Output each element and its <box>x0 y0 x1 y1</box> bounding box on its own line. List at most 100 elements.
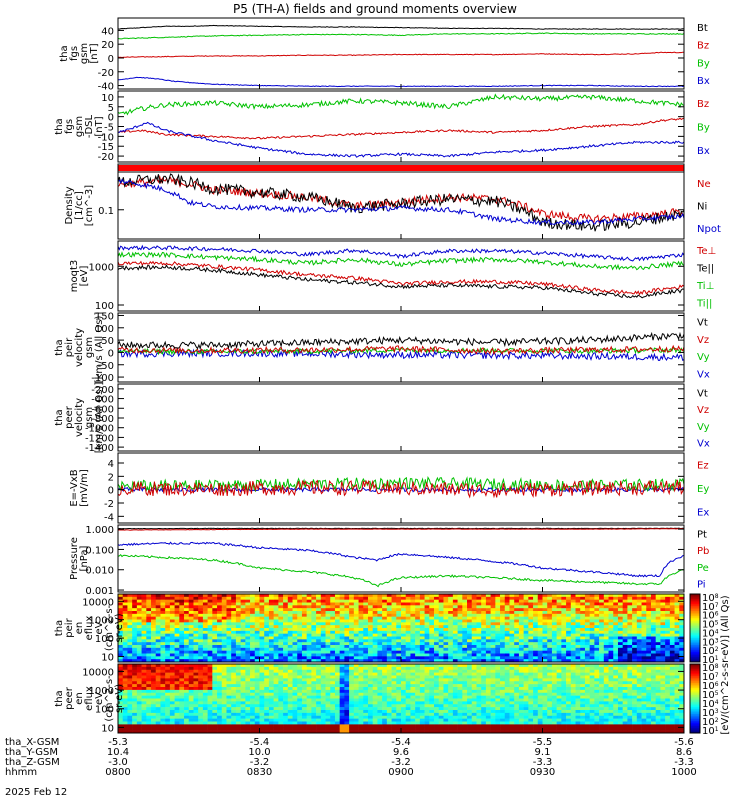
heatmap-cell <box>231 628 237 632</box>
heatmap-cell <box>273 596 279 600</box>
heatmap-cell <box>198 619 204 623</box>
heatmap-cell <box>401 616 407 620</box>
heatmap-cell <box>476 687 482 691</box>
heatmap-cell <box>561 619 567 623</box>
heatmap-cell <box>533 628 539 632</box>
heatmap-cell <box>132 633 138 637</box>
heatmap-cell <box>151 666 157 671</box>
heatmap-cell <box>419 596 425 600</box>
heatmap-cell <box>165 639 171 643</box>
heatmap-cell <box>231 715 237 719</box>
heatmap-cell <box>424 645 430 649</box>
heatmap-cell <box>443 611 449 615</box>
heatmap-cell <box>226 701 232 705</box>
heatmap-cell <box>193 619 199 623</box>
heatmap-cell <box>523 630 529 634</box>
heatmap-cell <box>174 633 180 637</box>
heatmap-cell <box>118 692 124 696</box>
heatmap-cell <box>632 633 638 637</box>
heatmap-cell <box>297 675 303 679</box>
heatmap-cell <box>353 704 359 708</box>
heatmap-cell <box>179 619 185 623</box>
ytick-label: -800 <box>91 414 114 425</box>
heatmap-cell <box>122 647 128 651</box>
heatmap-cell <box>448 611 454 615</box>
heatmap-cell <box>273 636 279 640</box>
heatmap-cell <box>429 678 435 682</box>
heatmap-cell <box>665 594 671 598</box>
heatmap-cell <box>259 727 265 731</box>
heatmap-cell <box>292 695 298 699</box>
heatmap-cell <box>136 675 142 679</box>
heatmap-cell <box>528 616 534 620</box>
heatmap-cell <box>320 698 326 702</box>
heatmap-cell <box>198 645 204 649</box>
heatmap-cell <box>235 698 241 702</box>
heatmap-cell <box>217 616 223 620</box>
heatmap-cell <box>330 608 336 612</box>
heatmap-cell <box>254 666 260 671</box>
heatmap-cell <box>122 718 128 722</box>
ytick-label: 1.000 <box>85 525 114 536</box>
heatmap-cell <box>273 645 279 649</box>
heatmap-cell <box>363 613 369 617</box>
heatmap-cell <box>438 622 444 626</box>
heatmap-cell <box>424 602 430 606</box>
heatmap-cell <box>287 721 293 725</box>
heatmap-cell <box>198 642 204 646</box>
heatmap-cell <box>448 718 454 722</box>
heatmap-cell <box>245 701 251 705</box>
heatmap-cell <box>566 650 572 654</box>
heatmap-cell <box>297 645 303 649</box>
heatmap-cell <box>198 710 204 714</box>
heatmap-cell <box>419 687 425 691</box>
heatmap-cell <box>617 630 623 634</box>
heatmap-cell <box>636 599 642 603</box>
heatmap-cell <box>179 608 185 612</box>
heatmap-cell <box>509 616 515 620</box>
heatmap-cell <box>509 639 515 643</box>
heatmap-cell <box>415 605 421 609</box>
heatmap-cell <box>622 659 628 663</box>
heatmap-cell <box>448 602 454 606</box>
heatmap-cell <box>245 650 251 654</box>
heatmap-cell <box>613 605 619 609</box>
heatmap-cell <box>198 656 204 660</box>
heatmap-cell <box>311 656 317 660</box>
heatmap-cell <box>584 625 590 629</box>
heatmap-cell <box>481 619 487 623</box>
heatmap-cell <box>471 594 477 598</box>
heatmap-cell <box>500 659 506 663</box>
heatmap-cell <box>471 650 477 654</box>
heatmap-cell <box>226 659 232 663</box>
heatmap-cell <box>462 659 468 663</box>
heatmap-cell <box>566 596 572 600</box>
heatmap-cell <box>457 616 463 620</box>
ylabel: tha <box>54 620 65 636</box>
heatmap-cell <box>344 596 350 600</box>
heatmap-cell <box>292 678 298 682</box>
heatmap-cell <box>542 605 548 609</box>
heatmap-cell <box>136 653 142 657</box>
heatmap-cell <box>141 681 147 685</box>
heatmap-cell <box>165 596 171 600</box>
heatmap-cell <box>339 666 345 671</box>
heatmap-cell <box>419 630 425 634</box>
heatmap-cell <box>287 712 293 717</box>
heatmap-cell <box>434 611 440 615</box>
heatmap-cell <box>434 633 440 637</box>
heatmap-cell <box>349 692 355 696</box>
heatmap-cell <box>405 608 411 612</box>
heatmap-cell <box>391 596 397 600</box>
heatmap-cell <box>363 727 369 731</box>
heatmap-cell <box>278 636 284 640</box>
heatmap-cell <box>471 636 477 640</box>
heatmap-cell <box>386 712 392 717</box>
heatmap-cell <box>504 630 510 634</box>
heatmap-cell <box>471 666 477 671</box>
heatmap-cell <box>542 602 548 606</box>
legend-fgs-By: By <box>697 58 710 69</box>
heatmap-cell <box>452 594 458 598</box>
heatmap-cell <box>580 656 586 660</box>
heatmap-cell <box>537 613 543 617</box>
